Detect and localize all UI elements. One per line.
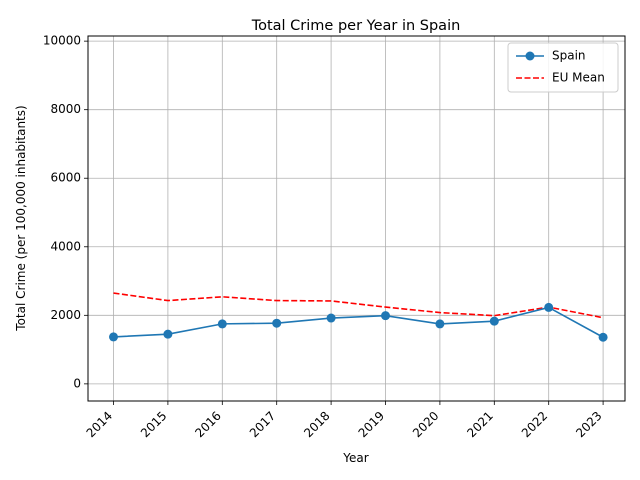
y-tick-label: 10000	[43, 34, 81, 48]
data-point	[544, 302, 554, 312]
series-group	[109, 292, 608, 342]
plot-frame	[87, 35, 626, 402]
y-axis-label: Total Crime (per 100,000 inhabitants)	[14, 105, 28, 331]
legend-label: Spain	[552, 49, 586, 63]
y-tick-label: 6000	[50, 171, 81, 185]
data-point	[598, 332, 608, 342]
y-tick-label: 8000	[50, 102, 81, 116]
data-point	[326, 313, 336, 323]
legend: Spain EU Mean	[507, 42, 619, 93]
legend-label: EU Mean	[552, 71, 605, 85]
data-point	[217, 319, 227, 329]
x-axis-label: Year	[342, 451, 368, 465]
series-line-spain	[113, 306, 604, 338]
data-point	[109, 332, 118, 342]
y-tick-label: 4000	[50, 239, 81, 253]
y-tick-label: 2000	[50, 308, 81, 322]
data-point	[489, 316, 499, 326]
data-point	[381, 311, 390, 321]
data-point	[272, 318, 282, 328]
grid	[88, 36, 625, 401]
series-line-eu-mean	[113, 292, 604, 319]
data-point	[163, 329, 173, 339]
data-point	[435, 319, 445, 329]
legend-swatch-marker	[525, 51, 535, 61]
y-tick-label: 0	[73, 376, 81, 390]
chart-title: Total Crime per Year in Spain	[251, 18, 461, 34]
